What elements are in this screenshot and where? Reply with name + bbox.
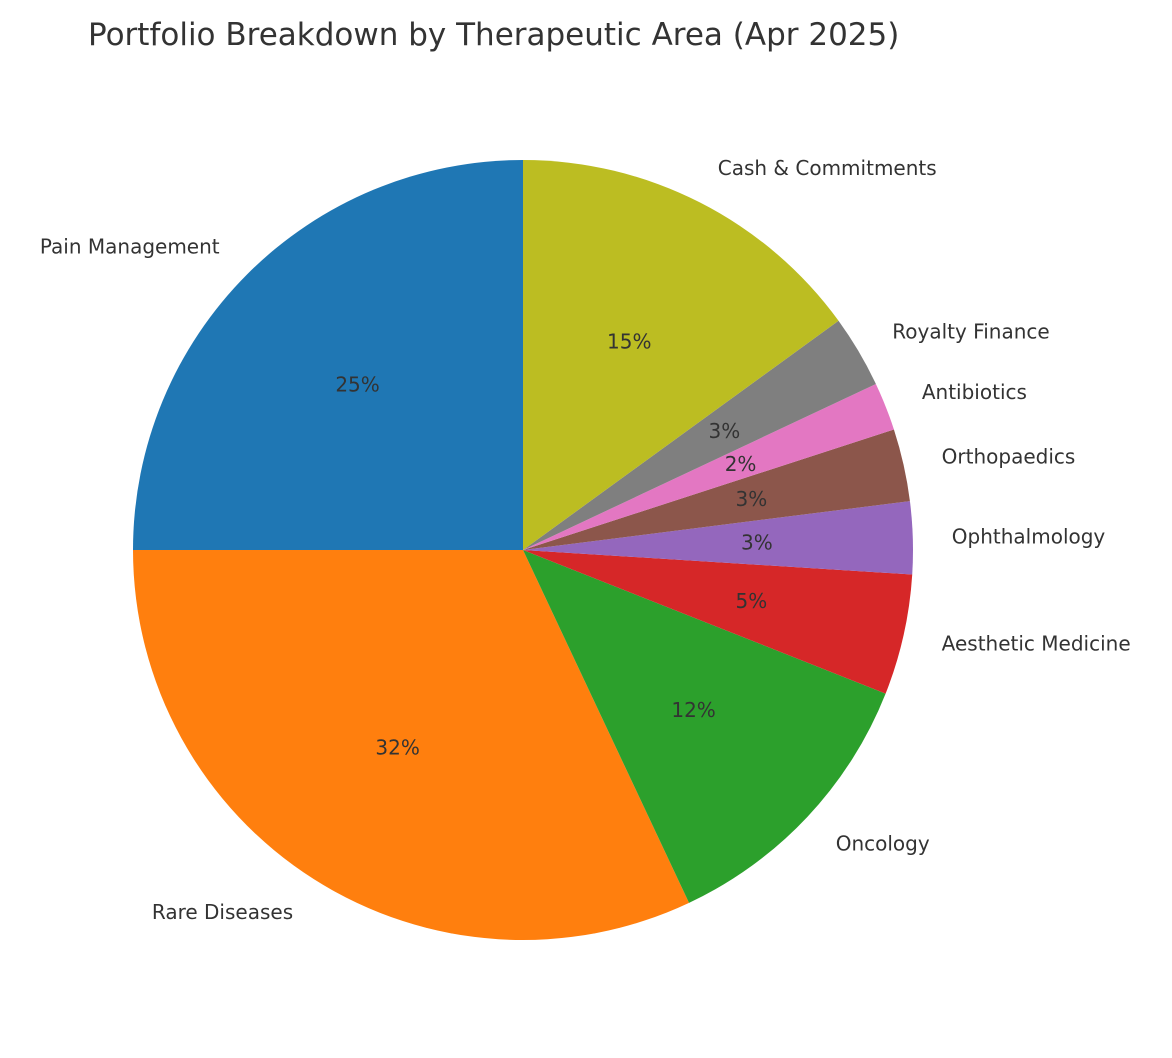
pct-label-royalty-finance: 3% (709, 419, 741, 443)
pct-label-aesthetic-medicine: 5% (735, 589, 767, 613)
pct-label-oncology: 12% (671, 698, 715, 722)
category-label-oncology: Oncology (836, 832, 930, 856)
pie-slice-cash-and-commitments (523, 160, 839, 550)
pct-label-antibiotics: 2% (725, 452, 757, 476)
pie-slice-antibiotics (523, 383, 894, 550)
category-label-royalty-finance: Royalty Finance (892, 320, 1049, 344)
category-label-ophthalmology: Ophthalmology (952, 525, 1106, 549)
percentage-labels: 25% 32% 12% 5% 3% 3% 2% 3% 15% (335, 330, 772, 760)
pie-slice-orthopaedics (523, 429, 910, 550)
pct-label-orthopaedics: 3% (735, 487, 767, 511)
category-label-aesthetic-medicine: Aesthetic Medicine (942, 632, 1131, 656)
pie-slice-pain-management (133, 160, 523, 550)
category-labels: Pain Management Rare Diseases Oncology Aest… (40, 156, 1131, 924)
pie-slice-ophthalmology (523, 501, 913, 575)
pct-label-cash-and-commitments: 15% (607, 330, 651, 354)
pie-slices (133, 160, 913, 940)
category-label-cash-and-commitments: Cash & Commitments (718, 156, 937, 180)
category-label-pain-management: Pain Management (40, 235, 220, 259)
category-label-rare-diseases: Rare Diseases (152, 900, 293, 924)
pct-label-pain-management: 25% (335, 373, 379, 397)
category-label-orthopaedics: Orthopaedics (942, 444, 1076, 468)
pct-label-rare-diseases: 32% (375, 736, 419, 760)
category-label-antibiotics: Antibiotics (922, 380, 1027, 404)
pct-label-ophthalmology: 3% (741, 531, 773, 555)
pie-slice-rare-diseases (133, 550, 690, 940)
pie-slice-royalty-finance (523, 320, 876, 550)
chart-title: Portfolio Breakdown by Therapeutic Area … (88, 17, 899, 53)
pie-slice-aesthetic-medicine (523, 550, 913, 694)
pie-slice-oncology (523, 550, 886, 903)
